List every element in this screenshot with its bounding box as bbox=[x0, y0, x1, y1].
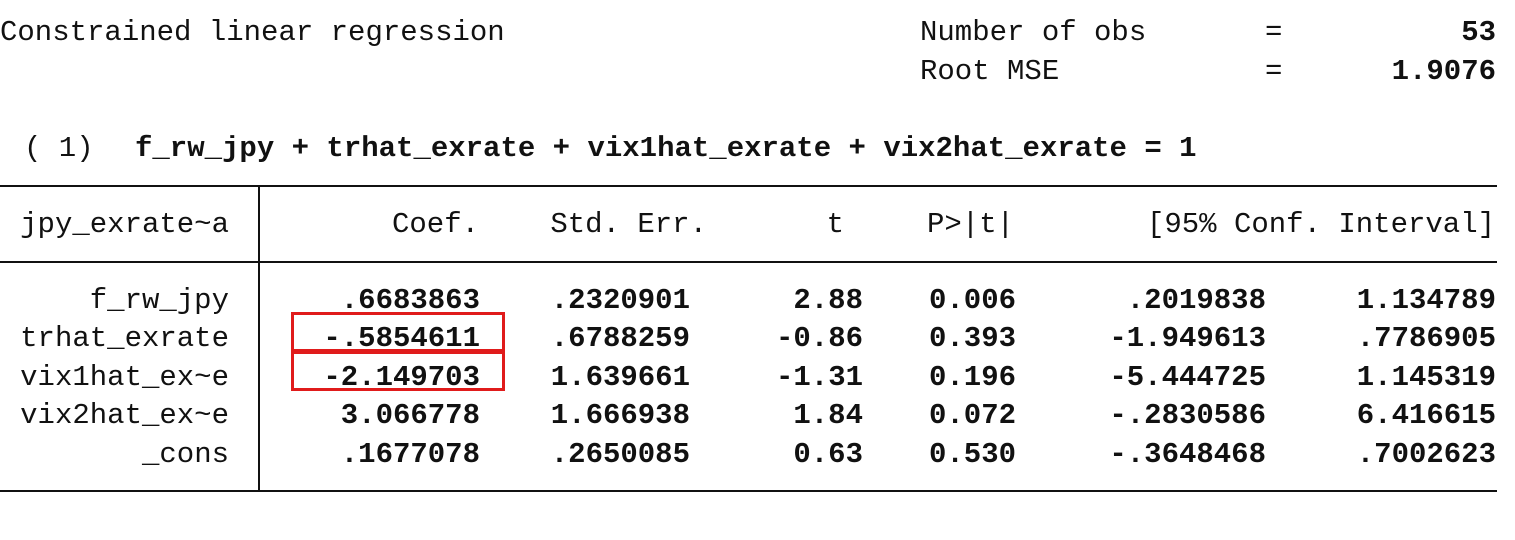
cell-coef: -.5854611 bbox=[323, 322, 480, 355]
stat-value-nobs: 53 bbox=[1461, 16, 1496, 49]
cell-coef: 3.066778 bbox=[340, 399, 480, 432]
cell-ci-high: 1.134789 bbox=[1356, 284, 1496, 317]
cell-t: 1.84 bbox=[793, 399, 863, 432]
cell-ci-low: .2019838 bbox=[1126, 284, 1266, 317]
row-name: vix2hat_ex~e bbox=[20, 399, 229, 432]
table-header-rule bbox=[0, 261, 1497, 263]
cell-p: 0.393 bbox=[928, 322, 1016, 355]
cell-ci-low: -5.444725 bbox=[1109, 361, 1266, 394]
cell-std-err: .2320901 bbox=[550, 284, 690, 317]
col-header-ci: [95% Conf. Interval] bbox=[1146, 208, 1495, 241]
row-name: trhat_exrate bbox=[20, 322, 229, 355]
cell-t: 2.88 bbox=[793, 284, 863, 317]
table-bottom-rule bbox=[0, 490, 1497, 492]
cell-std-err: 1.639661 bbox=[550, 361, 690, 394]
stat-label-nobs: Number of obs bbox=[920, 16, 1147, 49]
col-header-coef: Coef. bbox=[391, 208, 479, 241]
cell-p: 0.006 bbox=[928, 284, 1016, 317]
cell-ci-high: 6.416615 bbox=[1356, 399, 1496, 432]
constraint-label: ( 1) bbox=[24, 132, 94, 165]
cell-p: 0.072 bbox=[928, 399, 1016, 432]
cell-ci-low: -.2830586 bbox=[1109, 399, 1266, 432]
coef-highlight-box bbox=[291, 312, 505, 352]
table-column-divider bbox=[258, 186, 260, 492]
constraint-expression: f_rw_jpy + trhat_exrate + vix1hat_exrate… bbox=[135, 132, 1197, 165]
cell-ci-high: 1.145319 bbox=[1356, 361, 1496, 394]
cell-t: 0.63 bbox=[793, 438, 863, 471]
cell-std-err: 1.666938 bbox=[550, 399, 690, 432]
cell-ci-low: -.3648468 bbox=[1109, 438, 1266, 471]
cell-t: -1.31 bbox=[775, 361, 863, 394]
stat-label-rmse: Root MSE bbox=[920, 55, 1060, 88]
stat-eq-nobs: = bbox=[1265, 16, 1283, 49]
cell-t: -0.86 bbox=[775, 322, 863, 355]
col-header-se: Std. Err. bbox=[550, 208, 707, 241]
row-name: f_rw_jpy bbox=[89, 284, 229, 317]
coef-highlight-box bbox=[291, 351, 505, 391]
cell-ci-high: .7002623 bbox=[1356, 438, 1496, 471]
cell-coef: -2.149703 bbox=[323, 361, 480, 394]
row-name: _cons bbox=[141, 438, 229, 471]
col-header-p: P>|t| bbox=[926, 208, 1014, 241]
cell-std-err: .6788259 bbox=[550, 322, 690, 355]
cell-coef: .1677078 bbox=[340, 438, 480, 471]
regression-title: Constrained linear regression bbox=[0, 16, 505, 49]
depvar-header: jpy_exrate~a bbox=[20, 208, 229, 241]
col-header-t: t bbox=[826, 208, 844, 241]
row-name: vix1hat_ex~e bbox=[20, 361, 229, 394]
table-top-rule bbox=[0, 185, 1497, 187]
cell-coef: .6683863 bbox=[340, 284, 480, 317]
stat-value-rmse: 1.9076 bbox=[1391, 55, 1496, 88]
cell-ci-low: -1.949613 bbox=[1109, 322, 1266, 355]
cell-p: 0.530 bbox=[928, 438, 1016, 471]
cell-p: 0.196 bbox=[928, 361, 1016, 394]
stat-eq-rmse: = bbox=[1265, 55, 1283, 88]
cell-ci-high: .7786905 bbox=[1356, 322, 1496, 355]
cell-std-err: .2650085 bbox=[550, 438, 690, 471]
